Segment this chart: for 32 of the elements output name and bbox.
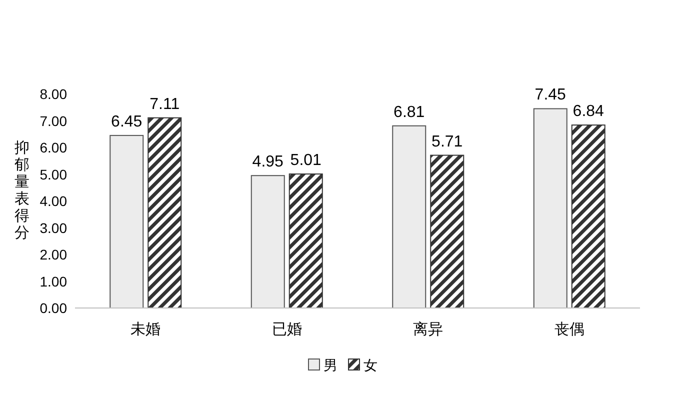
data-label: 6.45: [111, 113, 142, 130]
bar: [571, 124, 606, 308]
y-axis-title: 抑郁量表得分: [14, 140, 30, 242]
legend-label: 女: [364, 357, 378, 373]
x-tick-label: 未婚: [130, 321, 161, 338]
bar: [288, 173, 323, 308]
y-tick-label: 6.00: [40, 140, 68, 156]
bar: [533, 108, 568, 308]
x-tick-label: 已婚: [272, 321, 302, 338]
y-tick-label: 8.00: [40, 86, 68, 102]
y-tick-label: 0.00: [40, 300, 68, 316]
y-tick-label: 5.00: [40, 166, 68, 182]
x-tick-label: 丧偶: [554, 321, 584, 338]
y-tick-label: 4.00: [40, 193, 68, 209]
x-tick-label: 离异: [413, 321, 444, 338]
data-label: 6.81: [394, 104, 425, 121]
data-label: 7.11: [150, 96, 180, 113]
data-label: 4.95: [252, 154, 284, 171]
data-label: 7.45: [534, 86, 566, 104]
data-label: 5.71: [432, 133, 463, 150]
y-tick-label: 3.00: [40, 220, 68, 236]
bar: [110, 134, 144, 308]
y-tick-label: 2.00: [40, 246, 68, 262]
y-tick-label: 1.00: [40, 273, 68, 290]
data-label: 5.01: [290, 152, 322, 169]
bar: [250, 175, 285, 308]
bar: [392, 125, 426, 308]
y-tick-label: 7.00: [40, 112, 68, 129]
legend-label: 男: [324, 357, 338, 373]
data-label: 6.84: [572, 103, 604, 120]
bar: [148, 117, 182, 308]
bar: [430, 154, 464, 308]
